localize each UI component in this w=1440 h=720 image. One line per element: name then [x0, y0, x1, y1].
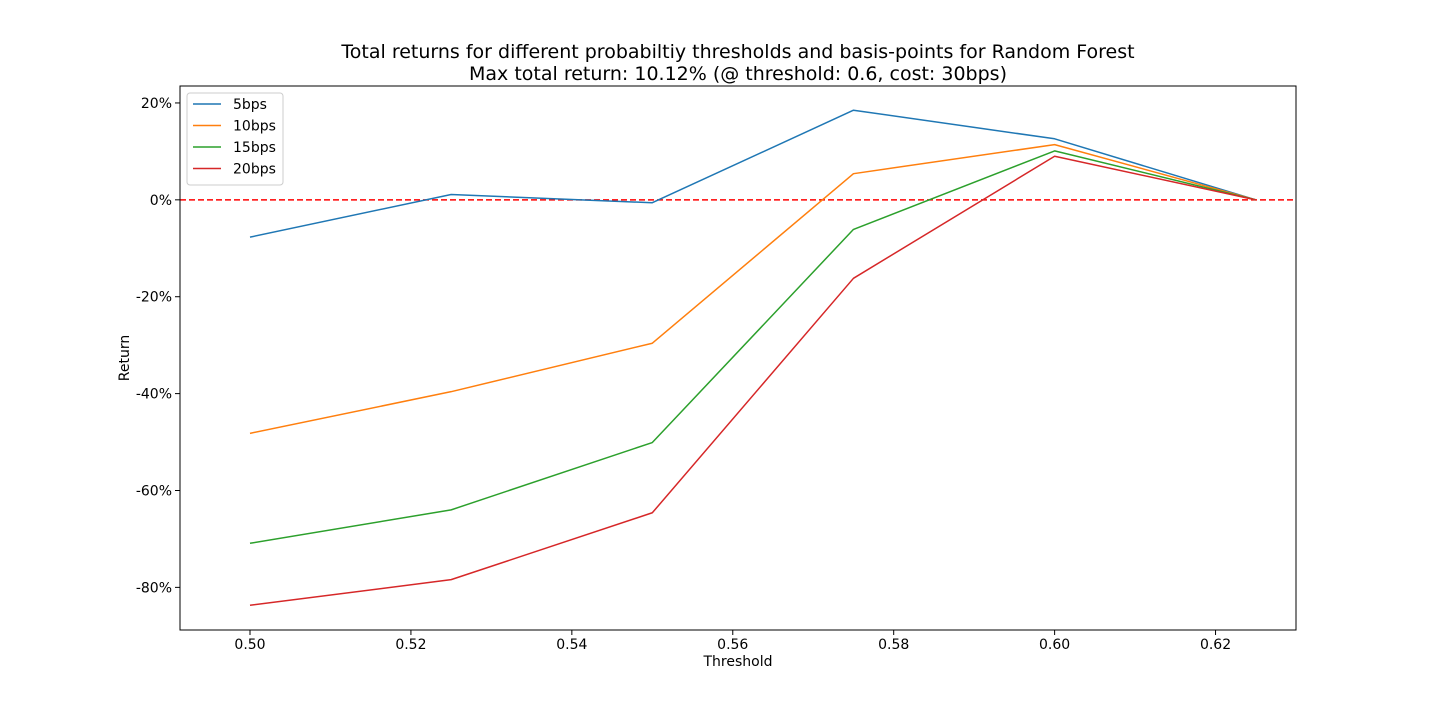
- y-tick-label: -20%: [136, 290, 172, 306]
- y-tick-label: 0%: [150, 193, 172, 209]
- series-line-20bps: [249, 155, 1256, 607]
- y-tick-label: -40%: [136, 387, 172, 403]
- legend-label-20bps: 20bps: [233, 162, 276, 178]
- legend-label-10bps: 10bps: [233, 119, 276, 135]
- x-tick-label: 0.58: [878, 637, 909, 653]
- y-tick-label: -80%: [136, 580, 172, 596]
- plot-frame: [179, 85, 1297, 631]
- y-tick-label: 20%: [141, 96, 172, 112]
- series-line-10bps: [249, 143, 1256, 435]
- chart-title: Total returns for different probabiltiy …: [340, 41, 1134, 63]
- legend-label-15bps: 15bps: [233, 140, 276, 156]
- legend-label-5bps: 5bps: [233, 97, 267, 113]
- y-tick-label: -60%: [136, 483, 172, 499]
- legend: 5bps 10bps 15bps 20bps: [186, 92, 284, 186]
- y-axis-label: Return: [117, 335, 133, 381]
- legend-box: [186, 92, 284, 186]
- x-tick-label: 0.60: [1039, 637, 1070, 653]
- series-line-5bps: [249, 109, 1256, 238]
- x-tick-label: 0.50: [234, 637, 265, 653]
- plot-area: 0.50 0.52 0.54 0.56 0.58 0.60 0.62 20% 0% -20% -40…: [136, 85, 1297, 653]
- chart-subtitle: Max total return: 10.12% (@ threshold: 0…: [469, 63, 1007, 85]
- x-tick-label: 0.56: [717, 637, 748, 653]
- x-tick-label: 0.52: [395, 637, 426, 653]
- series-line-15bps: [249, 150, 1256, 545]
- x-tick-label: 0.54: [556, 637, 587, 653]
- x-tick-label: 0.62: [1200, 637, 1231, 653]
- x-axis-label: Threshold: [703, 654, 773, 670]
